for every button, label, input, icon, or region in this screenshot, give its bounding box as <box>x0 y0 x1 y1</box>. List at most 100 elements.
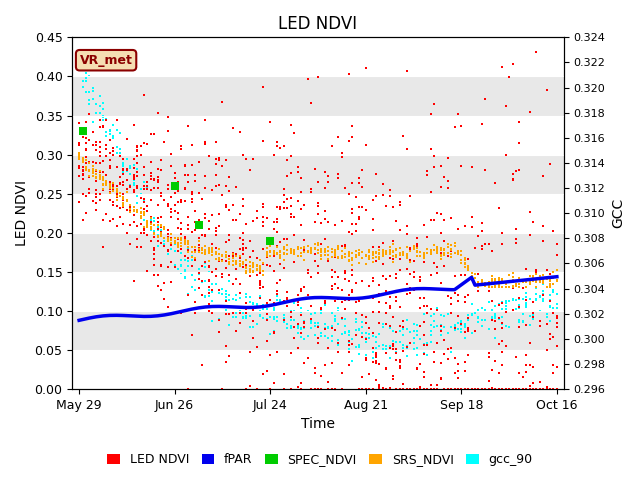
LED NDVI <box>74 164 84 171</box>
gcc_90 <box>426 321 436 329</box>
gcc_90 <box>303 307 313 315</box>
SRS_NDVI <box>139 211 149 219</box>
LED NDVI <box>269 226 279 233</box>
SRS_NDVI <box>351 251 361 259</box>
SRS_NDVI <box>388 252 398 260</box>
LED NDVI <box>490 385 500 393</box>
LED NDVI <box>361 355 371 363</box>
SRS_NDVI <box>419 255 429 263</box>
LED NDVI <box>122 166 132 174</box>
gcc_90 <box>88 87 98 95</box>
LED NDVI <box>193 269 204 277</box>
LED NDVI <box>111 116 122 124</box>
LED NDVI <box>306 385 316 393</box>
LED NDVI <box>337 314 347 322</box>
SRS_NDVI <box>460 259 470 266</box>
LED NDVI <box>285 194 296 202</box>
LED NDVI <box>177 225 187 233</box>
fPAR <box>232 304 240 310</box>
gcc_90 <box>545 302 555 310</box>
gcc_90 <box>111 143 122 151</box>
gcc_90 <box>259 306 269 313</box>
LED NDVI <box>282 295 292 303</box>
LED NDVI <box>197 361 207 369</box>
SRS_NDVI <box>149 221 159 228</box>
LED NDVI <box>77 190 88 198</box>
gcc_90 <box>272 317 282 324</box>
gcc_90 <box>108 132 118 140</box>
LED NDVI <box>453 374 463 382</box>
SRS_NDVI <box>200 249 211 256</box>
LED NDVI <box>508 170 518 178</box>
gcc_90 <box>490 302 500 310</box>
LED NDVI <box>433 264 443 271</box>
gcc_90 <box>118 159 129 167</box>
LED NDVI <box>467 385 477 393</box>
LED NDVI <box>330 326 340 334</box>
SRS_NDVI <box>275 252 285 259</box>
SRS_NDVI <box>538 277 548 285</box>
SRS_NDVI <box>228 261 238 268</box>
gcc_90 <box>323 335 333 342</box>
LED NDVI <box>118 204 129 211</box>
LED NDVI <box>337 385 347 393</box>
LED NDVI <box>426 385 436 393</box>
LED NDVI <box>541 320 552 328</box>
LED NDVI <box>190 227 200 234</box>
gcc_90 <box>74 66 84 74</box>
LED NDVI <box>412 234 422 242</box>
LED NDVI <box>289 213 300 221</box>
LED NDVI <box>129 186 139 194</box>
LED NDVI <box>381 320 392 328</box>
SRS_NDVI <box>323 243 333 251</box>
LED NDVI <box>146 237 156 245</box>
gcc_90 <box>330 315 340 323</box>
LED NDVI <box>177 196 187 204</box>
LED NDVI <box>218 270 228 278</box>
SRS_NDVI <box>364 246 374 254</box>
gcc_90 <box>330 317 340 325</box>
LED NDVI <box>402 280 412 288</box>
LED NDVI <box>521 351 531 359</box>
LED NDVI <box>364 385 374 393</box>
gcc_90 <box>392 339 402 347</box>
gcc_90 <box>88 118 98 125</box>
LED NDVI <box>132 147 142 155</box>
LED NDVI <box>433 306 443 314</box>
LED NDVI <box>211 256 221 264</box>
gcc_90 <box>310 310 320 317</box>
LED NDVI <box>316 240 326 248</box>
LED NDVI <box>392 293 402 301</box>
LED NDVI <box>398 250 408 257</box>
LED NDVI <box>118 181 129 189</box>
SRS_NDVI <box>98 180 108 188</box>
LED NDVI <box>361 320 371 327</box>
LED NDVI <box>269 218 279 226</box>
SRS_NDVI <box>214 257 224 264</box>
LED NDVI <box>139 224 149 232</box>
SRS_NDVI <box>460 256 470 264</box>
LED NDVI <box>514 385 524 393</box>
LED NDVI <box>84 137 95 144</box>
LED NDVI <box>412 385 422 393</box>
gcc_90 <box>436 331 446 339</box>
LED NDVI <box>528 385 538 393</box>
LED NDVI <box>337 149 347 157</box>
SRS_NDVI <box>234 258 244 265</box>
LED NDVI <box>101 141 111 149</box>
SRS_NDVI <box>193 246 204 253</box>
LED NDVI <box>460 271 470 279</box>
LED NDVI <box>279 142 289 150</box>
SRS_NDVI <box>118 202 129 210</box>
gcc_90 <box>378 321 388 328</box>
LED NDVI <box>351 279 361 287</box>
gcc_90 <box>528 312 538 320</box>
LED NDVI <box>180 161 190 169</box>
LED NDVI <box>347 179 357 187</box>
SRS_NDVI <box>234 252 244 260</box>
LED NDVI <box>306 185 316 193</box>
LED NDVI <box>111 193 122 201</box>
LED NDVI <box>357 311 367 318</box>
LED NDVI <box>136 243 146 251</box>
LED NDVI <box>528 385 538 393</box>
